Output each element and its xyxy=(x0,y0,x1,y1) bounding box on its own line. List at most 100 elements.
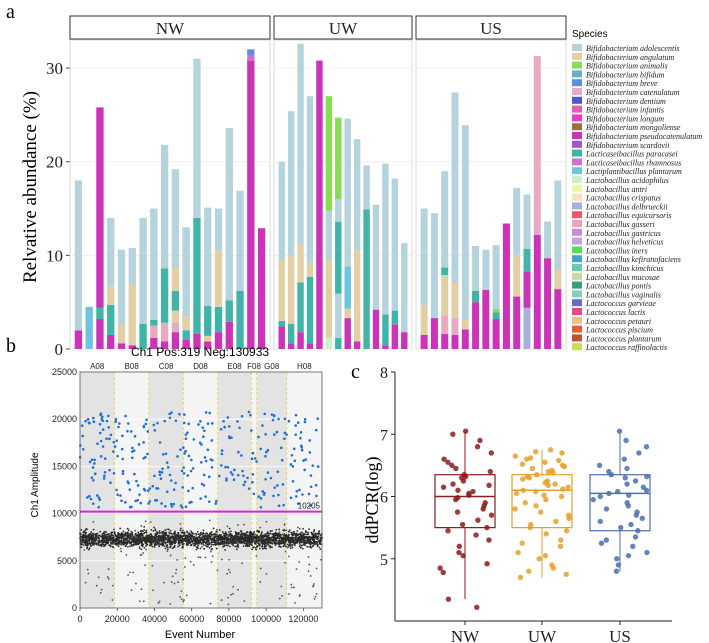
negative-droplet xyxy=(215,547,218,550)
positive-droplet xyxy=(233,468,236,472)
data-point xyxy=(606,490,612,497)
positive-droplet xyxy=(121,469,125,473)
negative-droplet xyxy=(169,529,172,532)
negative-droplet xyxy=(290,537,293,540)
negative-droplet xyxy=(299,532,302,535)
bar-segment xyxy=(353,139,361,251)
negative-droplet xyxy=(177,581,179,583)
negative-droplet xyxy=(303,535,305,537)
negative-droplet xyxy=(159,537,162,540)
bar-segment xyxy=(306,343,314,349)
negative-droplet xyxy=(158,543,160,546)
negative-droplet xyxy=(308,546,311,548)
negative-droplet xyxy=(244,535,247,538)
positive-droplet xyxy=(252,492,256,496)
negative-droplet xyxy=(166,550,169,552)
negative-droplet xyxy=(308,535,311,538)
negative-droplet xyxy=(85,537,88,540)
negative-droplet xyxy=(236,544,239,547)
positive-droplet xyxy=(266,471,270,474)
negative-droplet xyxy=(134,535,136,538)
negative-droplet xyxy=(82,544,85,546)
negative-droplet xyxy=(84,529,87,532)
negative-droplet xyxy=(96,532,99,535)
positive-droplet xyxy=(186,431,189,434)
negative-droplet xyxy=(274,544,277,546)
positive-droplet xyxy=(289,463,293,466)
negative-droplet xyxy=(84,539,86,542)
negative-droplet xyxy=(229,545,231,548)
negative-droplet xyxy=(210,543,213,546)
positive-droplet xyxy=(290,453,294,457)
negative-droplet xyxy=(227,603,230,606)
negative-droplet xyxy=(89,543,91,545)
positive-droplet xyxy=(182,466,185,469)
negative-droplet xyxy=(296,526,299,529)
positive-droplet xyxy=(170,411,173,414)
negative-droplet xyxy=(283,544,286,547)
positive-droplet xyxy=(187,422,191,426)
negative-droplet xyxy=(125,532,128,535)
negative-droplet xyxy=(298,594,301,596)
negative-droplet xyxy=(195,548,198,551)
positive-droplet xyxy=(204,411,208,414)
negative-droplet xyxy=(163,534,165,537)
positive-droplet xyxy=(86,418,90,421)
data-point xyxy=(455,495,461,501)
negative-droplet xyxy=(156,541,159,544)
panel-c-boxplot: ddPCR(log) 5 6 7 8 NW UW US xyxy=(362,365,672,643)
negative-droplet xyxy=(180,531,183,534)
negative-droplet xyxy=(132,571,135,574)
negative-droplet xyxy=(314,534,317,537)
negative-droplet xyxy=(283,533,286,535)
negative-droplet xyxy=(179,536,182,539)
negative-droplet xyxy=(283,528,285,531)
positive-droplet xyxy=(294,424,298,427)
positive-droplet xyxy=(314,428,318,432)
negative-droplet xyxy=(300,538,303,541)
negative-droplet xyxy=(252,532,255,535)
negative-droplet xyxy=(182,578,184,581)
positive-droplet xyxy=(182,446,185,449)
positive-droplet xyxy=(126,480,130,483)
negative-droplet xyxy=(243,542,246,545)
negative-droplet xyxy=(104,535,107,538)
positive-droplet xyxy=(90,458,94,462)
legend-label: Lactobacillus iners xyxy=(585,246,648,255)
data-point xyxy=(484,524,490,531)
positive-droplet xyxy=(237,450,240,454)
negative-droplet xyxy=(155,538,158,541)
negative-droplet xyxy=(130,537,133,540)
negative-droplet xyxy=(108,535,111,538)
data-point xyxy=(474,444,481,450)
positive-droplet xyxy=(109,481,112,484)
positive-droplet xyxy=(112,450,115,453)
negative-droplet xyxy=(80,533,82,536)
negative-droplet xyxy=(169,536,172,539)
negative-droplet xyxy=(214,544,217,546)
data-point xyxy=(630,543,636,549)
negative-droplet xyxy=(213,536,216,539)
negative-droplet xyxy=(180,527,182,530)
negative-droplet xyxy=(153,535,156,538)
negative-droplet xyxy=(313,597,316,600)
negative-droplet xyxy=(119,547,122,550)
positive-droplet xyxy=(253,457,257,460)
negative-droplet xyxy=(208,546,211,549)
negative-droplet xyxy=(311,542,313,545)
negative-droplet xyxy=(229,537,232,539)
positive-droplet xyxy=(103,474,106,478)
negative-droplet xyxy=(290,583,293,586)
negative-droplet xyxy=(145,548,148,551)
negative-droplet xyxy=(105,530,107,533)
a-y-axis-label: Relvative abundance (%) xyxy=(20,91,41,283)
positive-droplet xyxy=(293,459,297,463)
negative-droplet xyxy=(90,542,93,544)
negative-droplet xyxy=(188,535,190,538)
legend-swatch xyxy=(572,184,582,192)
positive-droplet xyxy=(161,453,165,456)
negative-droplet xyxy=(140,539,143,542)
positive-droplet xyxy=(247,410,251,414)
negative-droplet xyxy=(316,537,319,540)
positive-droplet xyxy=(98,431,102,435)
